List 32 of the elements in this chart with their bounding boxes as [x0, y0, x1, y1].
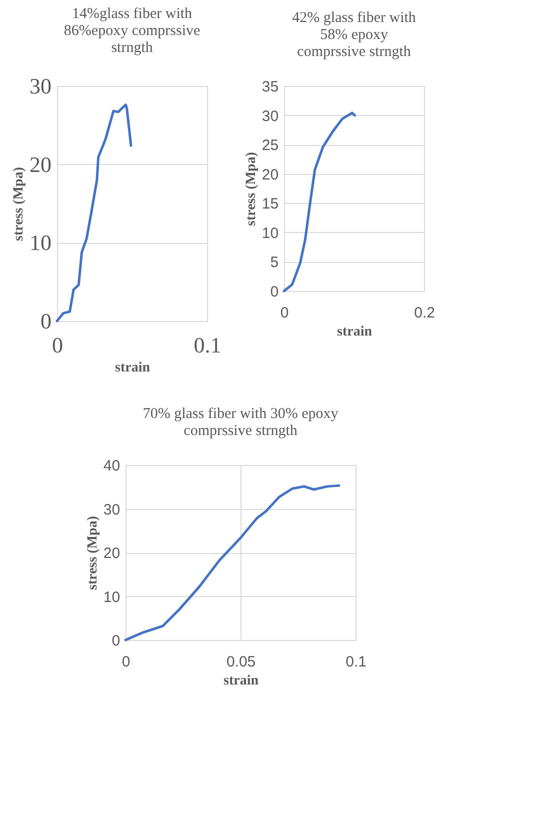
y-tick-label: 0	[112, 632, 120, 650]
line-series	[124, 484, 340, 642]
y-tick-label: 20	[30, 152, 52, 177]
x-axis-title: strain	[115, 360, 150, 376]
y-axis-title: stress (Mpa)	[244, 152, 259, 226]
y-axis-title: stress (Mpa)	[12, 166, 27, 242]
y-tick-label: 10	[30, 230, 52, 256]
x-tick-label: 0.2	[414, 304, 435, 322]
line-series	[56, 104, 132, 322]
x-tick-label: 0.1	[194, 332, 222, 358]
chart-title: 42% glass fiber with 58% epoxy comprssive strngth	[292, 10, 416, 60]
y-tick-label: 5	[270, 254, 279, 272]
x-axis-title: strain	[224, 674, 259, 688]
chart-title: 14%glass fiber with 86%epoxy comprssive strngth	[64, 6, 200, 56]
y-tick-label: 30	[30, 74, 52, 98]
y-tick-label: 20	[262, 166, 279, 184]
y-tick-label: 30	[262, 108, 279, 125]
y-tick-label: 10	[262, 224, 279, 242]
y-tick-label: 40	[103, 458, 120, 474]
x-tick-label: 0.05	[226, 654, 256, 670]
y-tick-label: 35	[262, 78, 279, 96]
x-axis-title: strain	[337, 324, 372, 340]
chart-title: 70% glass fiber with 30% epoxy comprssive strngth	[142, 406, 339, 439]
y-tick-label: 20	[103, 545, 120, 562]
y-axis-title: stress (Mpa)	[85, 516, 100, 590]
y-tick-label: 30	[103, 501, 120, 518]
y-tick-label: 15	[262, 196, 279, 213]
line-series	[282, 112, 356, 292]
x-tick-label: 0.1	[346, 654, 366, 670]
y-tick-label: 0	[270, 284, 279, 300]
y-tick-label: 25	[262, 137, 279, 154]
y-tick-label: 10	[103, 588, 120, 606]
